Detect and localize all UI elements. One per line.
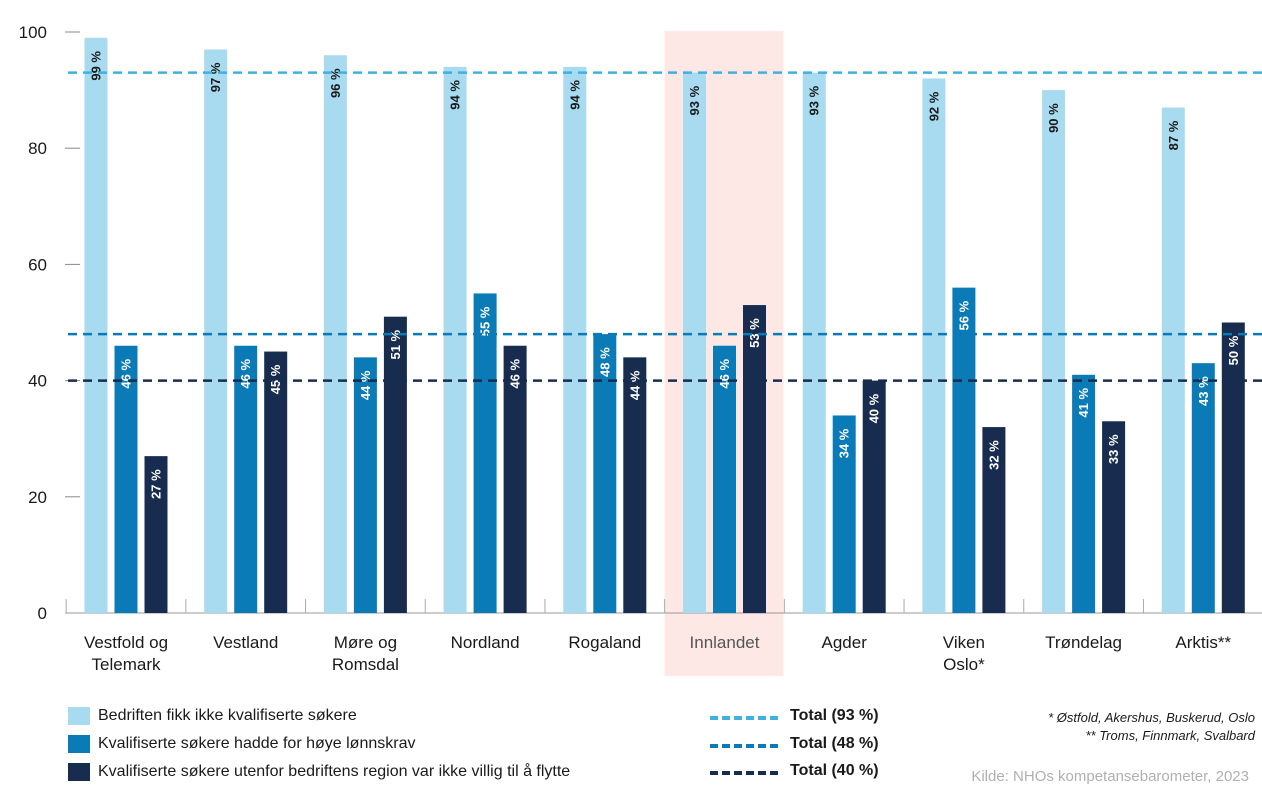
dashed-line-blue xyxy=(710,744,778,748)
dashed-line-navy xyxy=(710,771,778,775)
category-label: Trøndelag xyxy=(1045,633,1122,652)
bar xyxy=(264,351,288,613)
bar xyxy=(922,78,946,614)
category-label: Oslo* xyxy=(943,655,985,674)
bar xyxy=(114,345,138,613)
category-label: Agder xyxy=(822,633,868,652)
bar-value-label: 53 % xyxy=(747,318,762,348)
legend-swatch-navy xyxy=(68,763,90,781)
category-label: Rogaland xyxy=(568,633,641,652)
bar-value-label: 44 % xyxy=(358,370,373,400)
legend-label-3: Kvalifiserte søkere utenfor bedriftens r… xyxy=(98,763,571,780)
total-93-label: Total (93 %) xyxy=(790,707,879,724)
bar xyxy=(593,334,617,613)
bar-value-label: 46 % xyxy=(717,358,732,388)
bar-value-label: 94 % xyxy=(448,80,463,110)
category-label: Viken xyxy=(943,633,985,652)
bar-value-label: 43 % xyxy=(1196,376,1211,406)
total-40-label: Total (40 %) xyxy=(790,762,879,779)
bar-value-label: 51 % xyxy=(388,329,403,359)
bar xyxy=(832,415,856,613)
legend-swatch-blue xyxy=(68,735,90,753)
bar xyxy=(383,316,407,613)
category-label: Nordland xyxy=(451,633,520,652)
bar-value-label: 56 % xyxy=(956,300,971,330)
bar xyxy=(503,345,527,613)
category-label: Vestfold og xyxy=(84,633,168,652)
bar xyxy=(1161,107,1185,613)
bar xyxy=(862,380,886,613)
bar-value-label: 50 % xyxy=(1226,335,1241,365)
category-label: Møre og xyxy=(334,633,397,652)
bar xyxy=(623,357,647,613)
bar-value-label: 33 % xyxy=(1106,434,1121,464)
bar xyxy=(353,357,377,613)
bar-value-label: 93 % xyxy=(687,85,702,115)
y-tick-label: 60 xyxy=(28,255,47,274)
footnote-viken: * Østfold, Akershus, Buskerud, Oslo xyxy=(1048,710,1255,725)
bar xyxy=(1042,90,1066,614)
y-tick-label: 20 xyxy=(28,488,47,507)
category-label: Telemark xyxy=(92,655,161,674)
bar-value-label: 93 % xyxy=(807,85,822,115)
bar-value-label: 46 % xyxy=(238,358,253,388)
bar-value-label: 92 % xyxy=(926,91,941,121)
bar xyxy=(1072,374,1096,613)
bar xyxy=(563,66,587,614)
bar-value-label: 32 % xyxy=(986,440,1001,470)
bar-value-label: 90 % xyxy=(1046,103,1061,133)
total-48-label: Total (48 %) xyxy=(790,735,879,752)
legend-swatch-light-blue xyxy=(68,707,90,725)
bar xyxy=(234,345,258,613)
bar xyxy=(473,293,497,613)
category-label: Arktis** xyxy=(1175,633,1231,652)
bar xyxy=(982,427,1006,613)
y-tick-label: 100 xyxy=(19,23,47,42)
bar-value-label: 41 % xyxy=(1076,388,1091,418)
bar-value-label: 96 % xyxy=(328,68,343,98)
bar xyxy=(1221,322,1245,613)
bar-value-label: 99 % xyxy=(89,51,104,81)
bar-value-label: 97 % xyxy=(208,62,223,92)
bar-value-label: 46 % xyxy=(119,358,134,388)
bar xyxy=(743,305,766,613)
bar xyxy=(683,72,706,614)
bar xyxy=(1191,363,1215,613)
source-note: Kilde: NHOs kompetansebarometer, 2023 xyxy=(971,768,1249,785)
category-label: Vestland xyxy=(213,633,278,652)
category-label: Innlandet xyxy=(690,633,760,652)
legend-label-1: Bedriften fikk ikke kvalifiserte søkere xyxy=(98,707,357,724)
bar-value-label: 40 % xyxy=(867,393,882,423)
bar xyxy=(713,345,736,613)
bar xyxy=(144,456,168,613)
y-tick-label: 80 xyxy=(28,139,47,158)
bar-value-label: 55 % xyxy=(478,306,493,336)
bar xyxy=(204,49,228,614)
bar-value-label: 46 % xyxy=(508,358,523,388)
bar xyxy=(1102,421,1126,613)
category-label: Romsdal xyxy=(332,655,399,674)
footnote-arktis: ** Troms, Finnmark, Svalbard xyxy=(1085,728,1255,743)
bar xyxy=(323,55,347,614)
bar-value-label: 45 % xyxy=(268,364,283,394)
bar xyxy=(443,66,467,614)
legend-label-2: Kvalifiserte søkere hadde for høye lønns… xyxy=(98,735,416,752)
bar-chart: 0 20 40 60 80 100 99 % 46 % 27 % Vestfold og Telem… xyxy=(19,23,1262,676)
bar xyxy=(802,72,826,614)
bar-value-label: 44 % xyxy=(627,370,642,400)
bar-value-label: 27 % xyxy=(149,469,164,499)
y-tick-label: 0 xyxy=(38,604,47,623)
bar-value-label: 94 % xyxy=(567,80,582,110)
bar xyxy=(84,37,108,614)
bar xyxy=(952,287,976,613)
dashed-line-light xyxy=(710,716,778,720)
y-tick-label: 40 xyxy=(28,372,47,391)
bar-value-label: 34 % xyxy=(837,428,852,458)
bar-value-label: 87 % xyxy=(1166,120,1181,150)
bar-value-label: 48 % xyxy=(597,347,612,377)
